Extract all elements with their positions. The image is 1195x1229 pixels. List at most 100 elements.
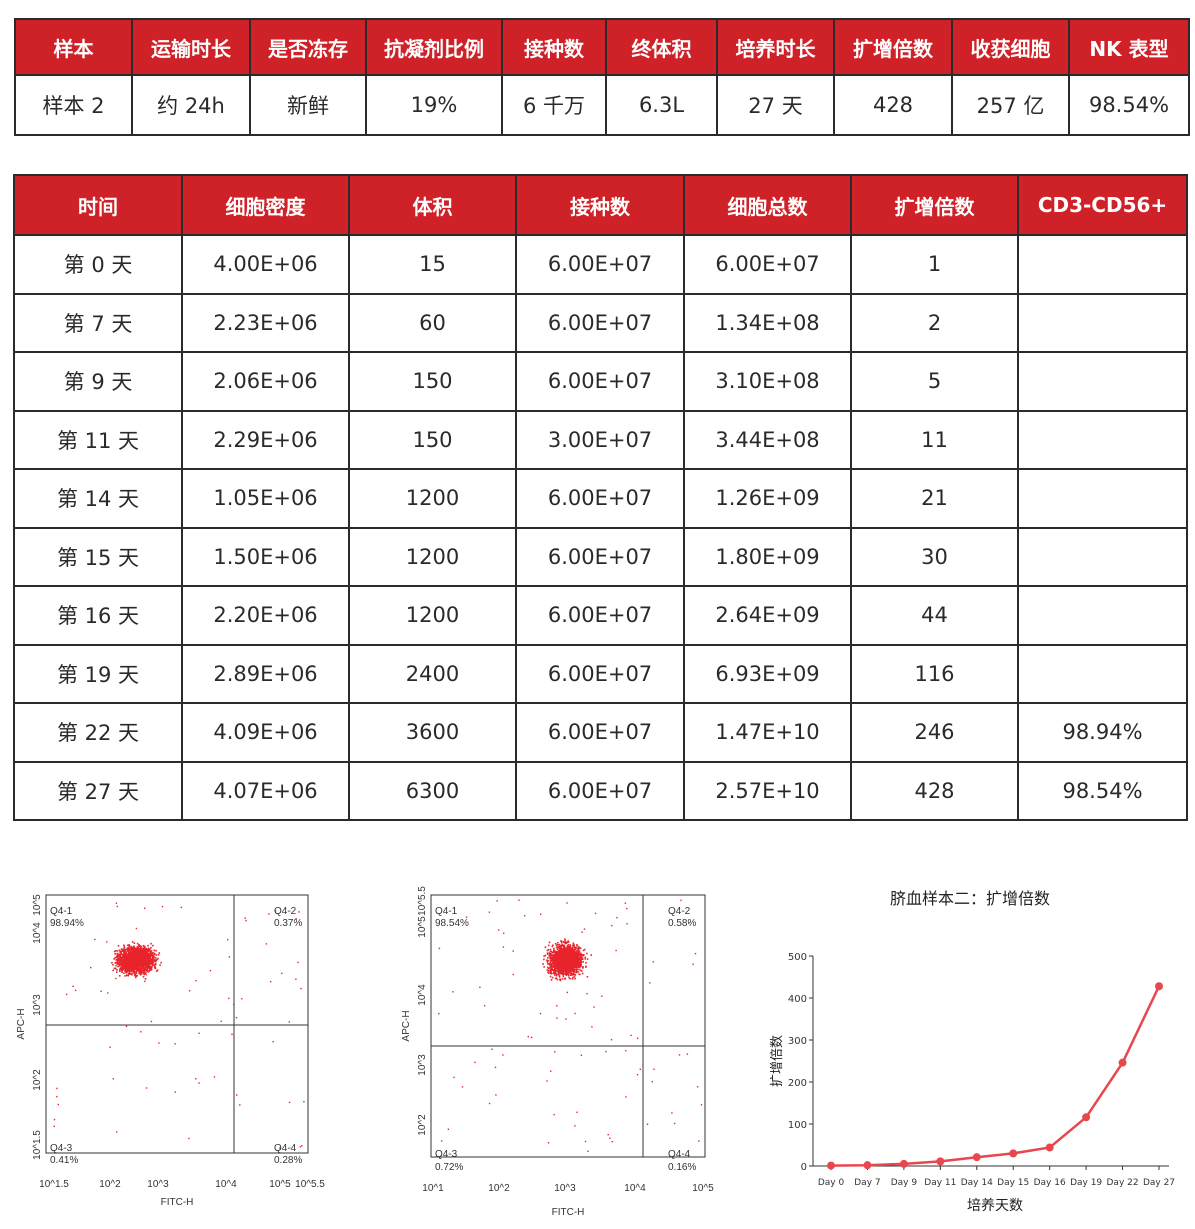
- flow-dot: [465, 916, 468, 918]
- flow-dot: [580, 963, 582, 966]
- flow-dot: [576, 954, 578, 957]
- q2-value: 0.37%: [274, 918, 302, 929]
- flow-dot: [198, 1032, 200, 1034]
- summary-header-cell: 终体积: [605, 18, 718, 76]
- flow-dot: [547, 963, 549, 965]
- flow-dot: [112, 1078, 114, 1080]
- flow-dot: [136, 948, 139, 951]
- flow-dot: [145, 951, 147, 953]
- flow-dot: [151, 952, 154, 954]
- data-point: [827, 1161, 835, 1170]
- tick-label: 10^3: [147, 1179, 169, 1190]
- flow-dot: [136, 966, 138, 969]
- flow-dot: [155, 959, 157, 961]
- flow-dot: [554, 960, 557, 963]
- flow-dot: [231, 1033, 233, 1035]
- q4-name: Q4-4: [274, 1143, 297, 1154]
- flow-dot: [558, 953, 560, 956]
- table-cell: 第 14 天: [13, 468, 183, 529]
- flow-dot: [130, 958, 133, 960]
- flow-dot: [149, 959, 152, 961]
- flow-dot: [288, 1021, 290, 1023]
- flow-dot: [555, 967, 558, 970]
- flow-dot: [673, 1122, 676, 1125]
- flow-dot: [138, 953, 141, 955]
- flow-dot: [573, 969, 575, 972]
- flow-dot: [198, 1082, 200, 1084]
- flow-dot: [119, 968, 121, 971]
- flow-dot: [72, 985, 74, 987]
- growth-header-cell: 接种数: [515, 174, 685, 236]
- flow-dot: [571, 944, 574, 947]
- flow-dot: [122, 961, 124, 963]
- q3-name: Q4-3: [50, 1143, 73, 1154]
- flow-dot: [671, 1112, 673, 1114]
- flow-dot: [556, 962, 559, 964]
- flow-dot: [148, 949, 151, 952]
- flow-dot: [132, 947, 134, 950]
- flow-dot: [136, 942, 139, 945]
- flow-dot: [140, 964, 142, 966]
- flow-dot: [139, 960, 142, 963]
- flow-dot: [577, 950, 579, 952]
- flow-dot: [552, 962, 555, 964]
- flow-dot: [562, 975, 565, 978]
- flow-dot: [567, 972, 570, 974]
- flow-dot: [554, 957, 557, 959]
- flow-dot: [235, 1017, 238, 1019]
- table-cell: 11: [850, 409, 1019, 470]
- flow-dot: [564, 977, 566, 980]
- flow-dot: [569, 972, 572, 975]
- flow-dot: [131, 951, 134, 954]
- flow-dot: [133, 971, 135, 973]
- table-cell: 1.26E+09: [683, 468, 852, 529]
- x-tick-label: Day 16: [1034, 1178, 1066, 1188]
- flow-dot: [568, 949, 571, 951]
- flow-dot: [576, 1111, 578, 1113]
- flow-dot: [575, 971, 578, 974]
- table-cell: 2.89E+06: [181, 643, 350, 704]
- flow-dot: [129, 973, 132, 975]
- flow-dot: [111, 962, 113, 964]
- flow-dot: [567, 946, 569, 949]
- flow-dot: [129, 954, 131, 956]
- flow-dot: [298, 911, 300, 913]
- flow-dot: [135, 951, 138, 953]
- tick-label: 10^5.5: [295, 1179, 325, 1190]
- flow-dot: [245, 919, 247, 922]
- data-point: [1155, 982, 1163, 991]
- flow-dot: [195, 980, 197, 982]
- flow-dot: [134, 975, 137, 977]
- flow-dot: [553, 959, 555, 961]
- flow-dot: [512, 950, 514, 952]
- flow-dot: [583, 948, 586, 951]
- flow-dot: [568, 966, 571, 968]
- flow-dot: [565, 941, 567, 943]
- flow-dot: [142, 971, 145, 973]
- tick-label: 10^4: [215, 1179, 237, 1190]
- flow-dot: [135, 927, 138, 930]
- flow-dot: [138, 972, 141, 974]
- flow-dot: [554, 961, 556, 964]
- flow-dot: [680, 899, 682, 902]
- flow-dot: [558, 959, 561, 962]
- flow-dot: [557, 956, 560, 959]
- flow-dot: [265, 943, 268, 945]
- flow-dot: [552, 954, 555, 956]
- flow-dot: [560, 946, 562, 949]
- flow-dot: [558, 969, 561, 972]
- flow-dot: [549, 961, 552, 964]
- flow-dot: [570, 963, 573, 965]
- summary-value-cell: 98.54%: [1068, 74, 1190, 136]
- flow-dot: [151, 958, 154, 960]
- flow-dot: [563, 941, 565, 944]
- flow-dot: [133, 960, 136, 963]
- flow-dot: [551, 969, 554, 971]
- flow-dot: [121, 971, 123, 974]
- flow-dot: [549, 965, 552, 967]
- flow-dot: [649, 982, 651, 984]
- flow-dot: [153, 963, 155, 966]
- flow-dot: [134, 952, 136, 955]
- summary-header-cell: NK 表型: [1068, 18, 1190, 76]
- flow-dot: [447, 1128, 450, 1130]
